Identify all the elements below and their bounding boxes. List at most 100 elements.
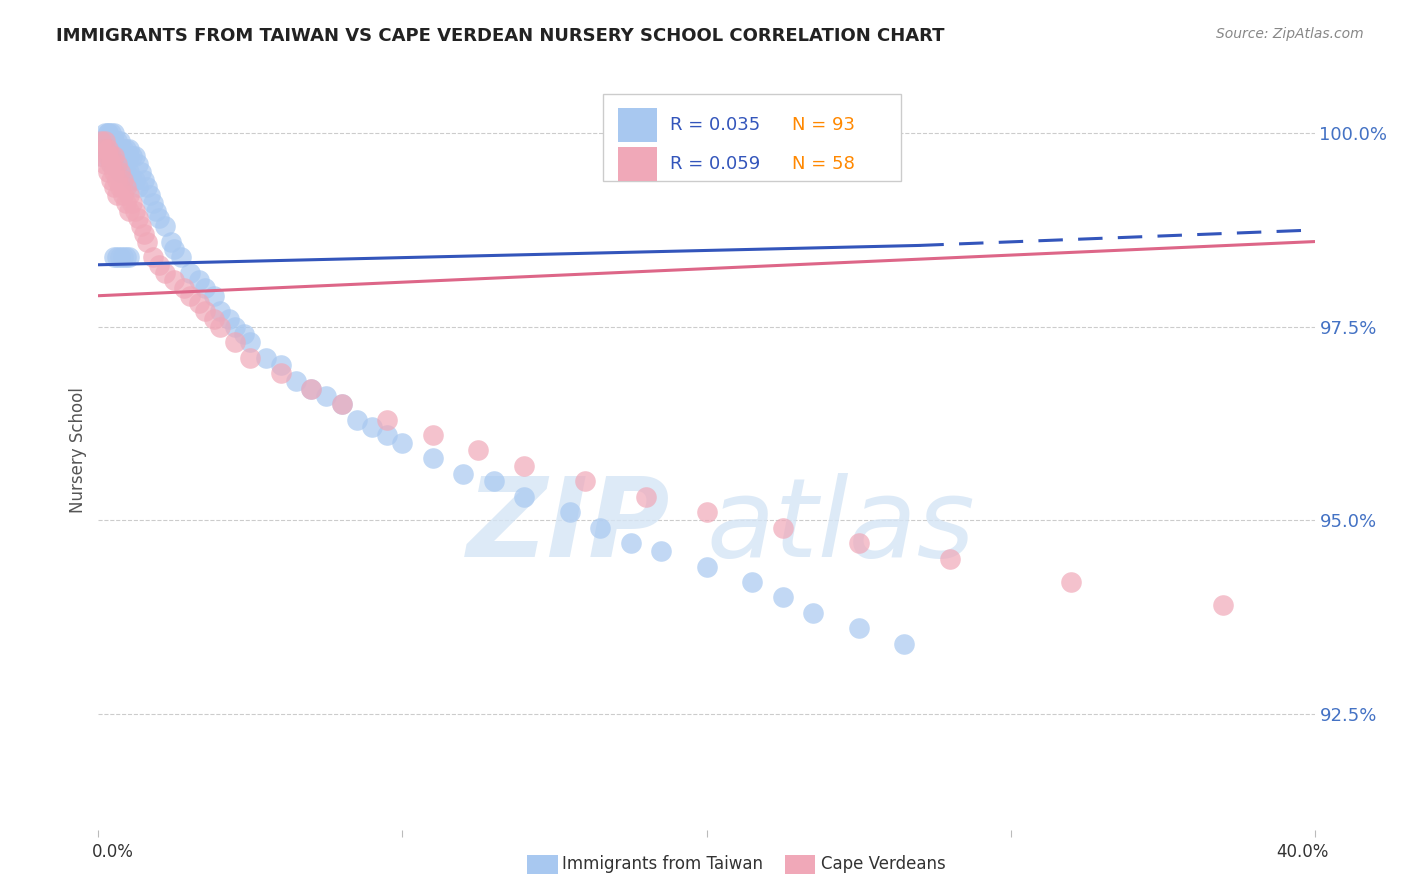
Point — [100, 149, 122, 163]
Point — [361, 420, 384, 434]
Point — [108, 165, 131, 179]
Point — [111, 188, 134, 202]
Point — [114, 250, 136, 264]
Point — [574, 475, 596, 489]
Point — [96, 126, 118, 140]
Point — [108, 134, 131, 148]
Point — [111, 149, 134, 163]
Point — [194, 281, 217, 295]
Point — [315, 389, 337, 403]
Point — [136, 235, 159, 249]
Text: N = 58: N = 58 — [792, 155, 855, 173]
Point — [96, 126, 118, 140]
Point — [100, 172, 122, 186]
Point — [270, 366, 292, 380]
Point — [179, 289, 201, 303]
Text: Cape Verdeans: Cape Verdeans — [821, 855, 946, 873]
Point — [127, 180, 149, 194]
Point — [108, 250, 131, 264]
Point — [103, 149, 125, 163]
Text: atlas: atlas — [707, 473, 976, 580]
Point — [132, 227, 155, 241]
Point — [118, 203, 141, 218]
Point — [285, 374, 308, 388]
Point — [90, 134, 112, 148]
Point — [145, 203, 167, 218]
Point — [121, 195, 143, 210]
Point — [330, 397, 353, 411]
Point — [90, 149, 112, 163]
Point — [103, 180, 125, 194]
Text: 40.0%: 40.0% — [1277, 843, 1329, 861]
Point — [239, 335, 262, 350]
Point — [391, 435, 413, 450]
Text: R = 0.059: R = 0.059 — [671, 155, 761, 173]
Point — [100, 134, 122, 148]
Point — [103, 142, 125, 156]
Point — [103, 134, 125, 148]
Point — [482, 475, 505, 489]
Point — [96, 142, 118, 156]
Text: R = 0.035: R = 0.035 — [671, 116, 761, 134]
Text: Immigrants from Taiwan: Immigrants from Taiwan — [562, 855, 763, 873]
Point — [224, 319, 246, 334]
Point — [105, 188, 128, 202]
Point — [589, 521, 612, 535]
Point — [114, 142, 136, 156]
Point — [772, 521, 794, 535]
Text: 0.0%: 0.0% — [91, 843, 134, 861]
Point — [114, 180, 136, 194]
Point — [111, 172, 134, 186]
Point — [103, 165, 125, 179]
Point — [163, 242, 186, 256]
Point — [105, 157, 128, 171]
Point — [650, 544, 672, 558]
Y-axis label: Nursery School: Nursery School — [69, 387, 87, 514]
Point — [801, 606, 824, 620]
Point — [100, 126, 122, 140]
Point — [127, 157, 149, 171]
Point — [1060, 574, 1083, 589]
Point — [90, 149, 112, 163]
Point — [118, 250, 141, 264]
Point — [127, 211, 149, 226]
Point — [422, 428, 444, 442]
Point — [187, 296, 209, 310]
Point — [100, 157, 122, 171]
Point — [422, 451, 444, 466]
Point — [218, 312, 240, 326]
Point — [108, 149, 131, 163]
Point — [139, 188, 162, 202]
Point — [299, 382, 322, 396]
Point — [103, 126, 125, 140]
Point — [209, 319, 232, 334]
Point — [202, 312, 225, 326]
Point — [105, 157, 128, 171]
Point — [148, 211, 170, 226]
Bar — [617, 108, 657, 142]
Point — [634, 490, 657, 504]
Point — [103, 250, 125, 264]
Point — [111, 250, 134, 264]
Point — [90, 134, 112, 148]
Point — [121, 149, 143, 163]
Point — [375, 412, 398, 426]
Point — [233, 327, 256, 342]
Point — [103, 149, 125, 163]
Point — [346, 412, 368, 426]
Point — [848, 621, 870, 635]
Point — [100, 149, 122, 163]
Point — [467, 443, 489, 458]
Point — [129, 165, 152, 179]
Point — [93, 126, 115, 140]
Point — [696, 559, 718, 574]
Point — [187, 273, 209, 287]
Point — [105, 149, 128, 163]
Point — [224, 335, 246, 350]
Point — [93, 134, 115, 148]
Point — [202, 289, 225, 303]
Point — [155, 266, 177, 280]
Point — [96, 142, 118, 156]
Point — [118, 149, 141, 163]
Point — [375, 428, 398, 442]
